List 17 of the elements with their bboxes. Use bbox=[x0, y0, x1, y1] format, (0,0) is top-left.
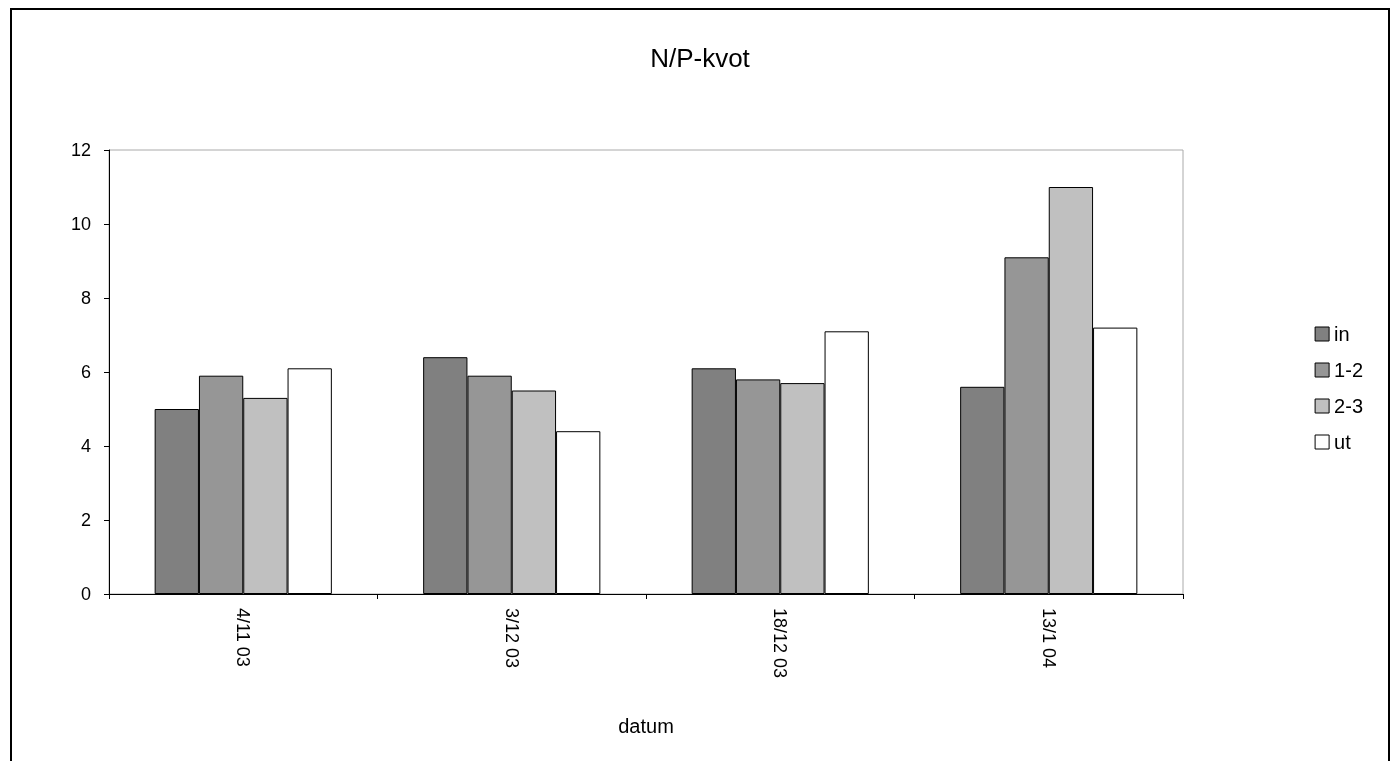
y-tick-label: 0 bbox=[80, 584, 91, 604]
y-tick-label: 2 bbox=[80, 510, 91, 530]
x-axis-title: datum bbox=[618, 715, 674, 737]
y-tick-label: 4 bbox=[80, 436, 91, 456]
y-tick-label: 12 bbox=[70, 140, 91, 160]
legend-label: 2-3 bbox=[1334, 395, 1363, 417]
chart-title: N/P-kvot bbox=[650, 43, 751, 73]
x-tick-label: 18/12 03 bbox=[770, 608, 791, 679]
x-tick-label: 4/11 03 bbox=[233, 608, 254, 667]
y-tick-label: 8 bbox=[80, 288, 91, 308]
x-tick-label: 13/1 04 bbox=[1038, 608, 1059, 669]
x-tick-label: 3/12 03 bbox=[501, 608, 522, 669]
legend-label: in bbox=[1334, 323, 1350, 345]
legend-label: 1-2 bbox=[1334, 359, 1363, 381]
legend-label: ut bbox=[1334, 431, 1352, 453]
y-tick-label: 10 bbox=[70, 214, 91, 234]
y-tick-label: 6 bbox=[80, 362, 91, 382]
